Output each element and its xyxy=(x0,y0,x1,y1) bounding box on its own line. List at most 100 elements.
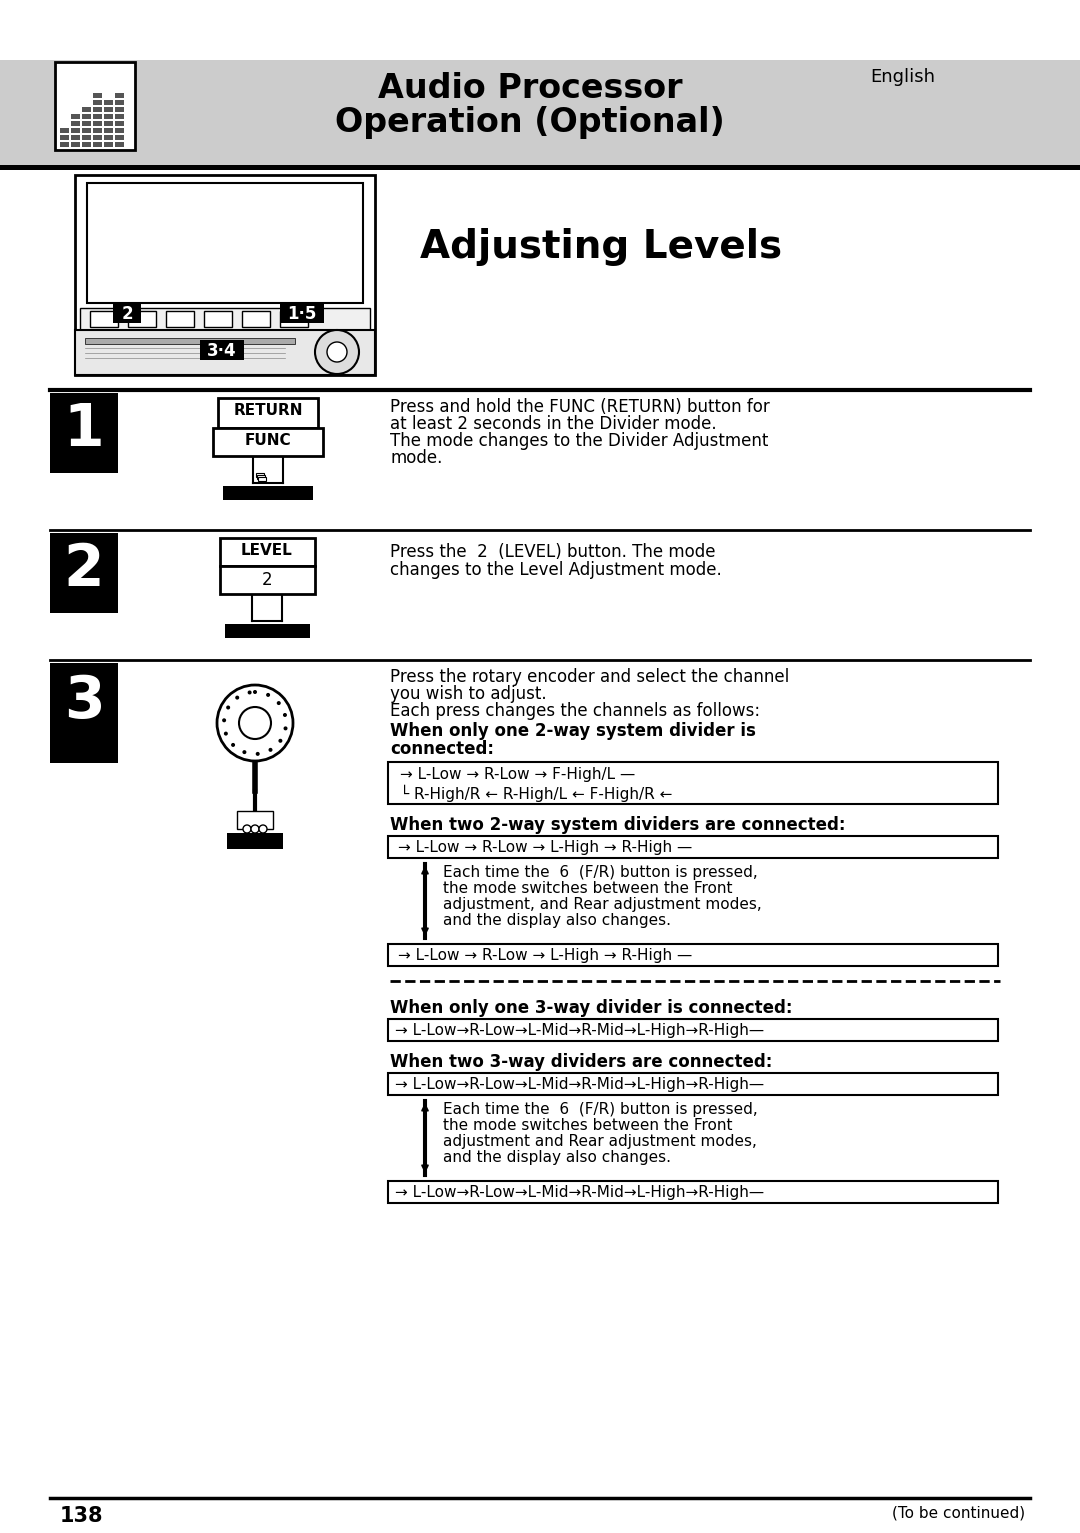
Circle shape xyxy=(242,750,246,754)
Bar xyxy=(0,60,1080,170)
Bar xyxy=(225,624,310,638)
Text: Each time the  6  (F/R) button is pressed,: Each time the 6 (F/R) button is pressed, xyxy=(443,1102,758,1118)
Bar xyxy=(50,533,118,613)
Text: Operation (Optional): Operation (Optional) xyxy=(335,106,725,140)
Text: When two 2-way system dividers are connected:: When two 2-way system dividers are conne… xyxy=(390,816,846,834)
Bar xyxy=(0,0,1080,60)
Bar xyxy=(114,121,124,126)
Text: 1·5: 1·5 xyxy=(287,305,316,323)
Bar xyxy=(280,311,308,327)
Bar xyxy=(93,135,102,140)
Bar xyxy=(93,107,102,112)
Bar xyxy=(75,330,375,376)
Text: 138: 138 xyxy=(60,1505,104,1525)
Circle shape xyxy=(276,701,281,705)
Circle shape xyxy=(315,330,359,374)
Bar xyxy=(0,166,1080,170)
Bar xyxy=(213,428,323,455)
Bar xyxy=(104,143,113,147)
Bar xyxy=(204,311,232,327)
Circle shape xyxy=(266,693,270,698)
Circle shape xyxy=(231,744,235,747)
Bar xyxy=(104,127,113,133)
Bar xyxy=(60,135,69,140)
Bar xyxy=(388,835,998,858)
Bar xyxy=(114,135,124,140)
Text: the mode switches between the Front: the mode switches between the Front xyxy=(443,1118,732,1133)
Bar xyxy=(388,1073,998,1095)
Text: 3·4: 3·4 xyxy=(207,342,237,360)
Text: and the display also changes.: and the display also changes. xyxy=(443,1150,671,1165)
Bar xyxy=(104,135,113,140)
Circle shape xyxy=(226,705,230,710)
Text: → L-Low→R-Low→L-Mid→R-Mid→L-High→R-High—: → L-Low→R-Low→L-Mid→R-Mid→L-High→R-High— xyxy=(395,1023,765,1038)
Text: When only one 2-way system divider is: When only one 2-way system divider is xyxy=(390,722,756,740)
Bar xyxy=(71,127,80,133)
Bar xyxy=(75,175,375,376)
Text: 1: 1 xyxy=(64,402,105,458)
Text: When two 3-way dividers are connected:: When two 3-way dividers are connected: xyxy=(390,1053,772,1072)
Bar xyxy=(237,811,273,829)
Bar xyxy=(104,100,113,104)
Circle shape xyxy=(243,825,251,832)
Bar xyxy=(50,392,118,474)
Bar xyxy=(104,121,113,126)
Circle shape xyxy=(253,690,257,694)
Circle shape xyxy=(256,751,259,756)
Text: Press the  2  (LEVEL) button. The mode: Press the 2 (LEVEL) button. The mode xyxy=(390,543,715,561)
Circle shape xyxy=(283,713,287,717)
Circle shape xyxy=(222,719,226,722)
Bar xyxy=(220,566,315,593)
Text: LEVEL: LEVEL xyxy=(241,543,293,558)
Text: → L-Low → R-Low → F-High/L —: → L-Low → R-Low → F-High/L — xyxy=(400,766,635,782)
Bar xyxy=(166,311,194,327)
Circle shape xyxy=(279,739,282,744)
Text: changes to the Level Adjustment mode.: changes to the Level Adjustment mode. xyxy=(390,561,721,579)
Circle shape xyxy=(239,707,271,739)
Bar xyxy=(80,308,370,330)
Bar xyxy=(71,143,80,147)
Bar xyxy=(388,944,998,966)
Text: connected:: connected: xyxy=(390,740,494,757)
Bar xyxy=(82,121,91,126)
Bar xyxy=(93,127,102,133)
Bar xyxy=(82,127,91,133)
Bar xyxy=(222,486,313,500)
Text: adjustment, and Rear adjustment modes,: adjustment, and Rear adjustment modes, xyxy=(443,897,761,912)
Text: → L-Low→R-Low→L-Mid→R-Mid→L-High→R-High—: → L-Low→R-Low→L-Mid→R-Mid→L-High→R-High— xyxy=(395,1185,765,1200)
Text: you wish to adjust.: you wish to adjust. xyxy=(390,685,546,704)
Bar xyxy=(388,1180,998,1203)
Text: 3: 3 xyxy=(64,673,105,730)
Bar xyxy=(60,143,69,147)
Text: mode.: mode. xyxy=(390,449,443,468)
Text: the mode switches between the Front: the mode switches between the Front xyxy=(443,881,732,895)
Bar xyxy=(93,143,102,147)
Bar xyxy=(104,107,113,112)
Text: Adjusting Levels: Adjusting Levels xyxy=(420,228,782,267)
Bar xyxy=(114,107,124,112)
Bar xyxy=(93,121,102,126)
Bar xyxy=(50,662,118,763)
Bar xyxy=(200,340,244,360)
Bar xyxy=(258,477,266,481)
Text: → L-Low → R-Low → L-High → R-High —: → L-Low → R-Low → L-High → R-High — xyxy=(399,840,692,855)
Circle shape xyxy=(224,731,228,736)
Bar xyxy=(93,100,102,104)
Text: Press the rotary encoder and select the channel: Press the rotary encoder and select the … xyxy=(390,668,789,685)
Circle shape xyxy=(259,825,267,832)
Bar xyxy=(114,143,124,147)
Bar xyxy=(114,113,124,120)
Text: When only one 3-way divider is connected:: When only one 3-way divider is connected… xyxy=(390,1000,793,1016)
Bar xyxy=(237,811,273,829)
Text: → L-Low → R-Low → L-High → R-High —: → L-Low → R-Low → L-High → R-High — xyxy=(399,947,692,963)
Bar xyxy=(82,143,91,147)
Circle shape xyxy=(247,690,252,694)
Bar xyxy=(114,127,124,133)
Bar xyxy=(71,121,80,126)
Bar xyxy=(82,113,91,120)
Bar xyxy=(55,61,135,150)
Bar xyxy=(113,304,141,323)
Bar xyxy=(60,127,69,133)
Text: The mode changes to the Divider Adjustment: The mode changes to the Divider Adjustme… xyxy=(390,432,768,451)
Bar xyxy=(71,135,80,140)
